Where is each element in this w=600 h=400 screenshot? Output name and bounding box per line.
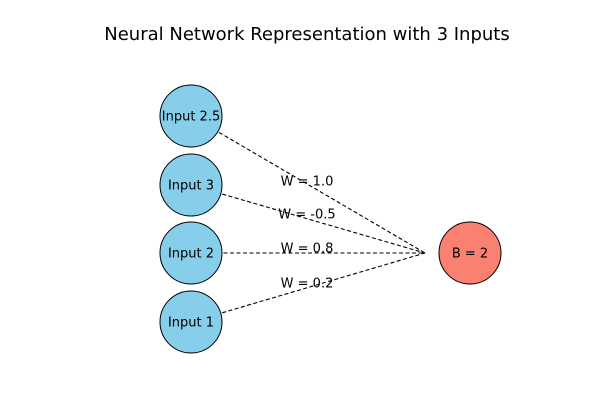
input-node [159,84,223,148]
output-node [438,221,502,285]
connection-lines [190,115,426,323]
input-node [159,290,223,354]
input-node-label: Input 2 [168,247,214,262]
connection-line [190,252,426,323]
weight-label: W = 0.8 [281,242,334,257]
output-node-group: B = 2 [438,221,502,285]
weight-label: W = -0.5 [278,208,335,223]
weight-label: W = 0.2 [281,277,334,292]
output-node-label: B = 2 [452,247,488,262]
diagram-title: Neural Network Representation with 3 Inp… [104,24,509,45]
input-nodes: Input 2.5 Input 3 Input 2 Input 1 [159,84,223,354]
input-node [159,221,223,285]
input-node-label: Input 1 [168,316,214,331]
weight-labels: W = 1.0 W = -0.5 W = 0.8 W = 0.2 [278,175,335,292]
connection-line [190,184,426,254]
weight-label: W = 1.0 [281,175,334,190]
input-node-label: Input 2.5 [162,110,220,125]
input-node [159,153,223,217]
input-node-label: Input 3 [168,179,214,194]
